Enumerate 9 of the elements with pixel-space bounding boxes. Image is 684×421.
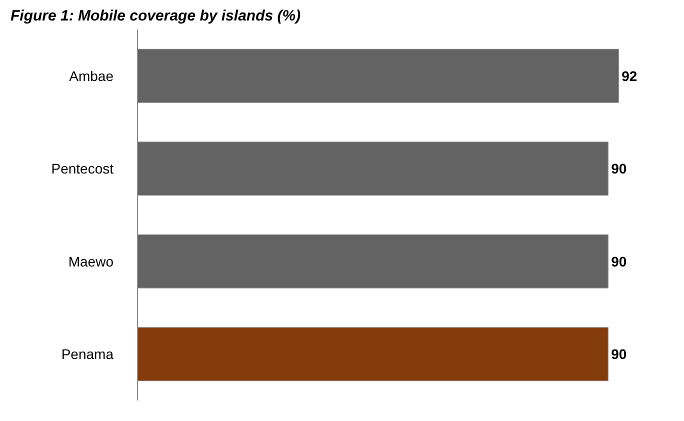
- data-label: 90: [611, 160, 627, 177]
- chart-title: Figure 1: Mobile coverage by islands (%): [10, 8, 301, 24]
- data-label: 92: [622, 68, 638, 84]
- y-tick-label: Ambae: [69, 68, 114, 84]
- y-tick-label: Penama: [61, 346, 114, 362]
- data-label: 90: [611, 346, 627, 362]
- data-label: 90: [611, 253, 627, 270]
- y-tick-label: Pentecost: [51, 160, 114, 177]
- y-tick-label: Maewo: [68, 253, 114, 270]
